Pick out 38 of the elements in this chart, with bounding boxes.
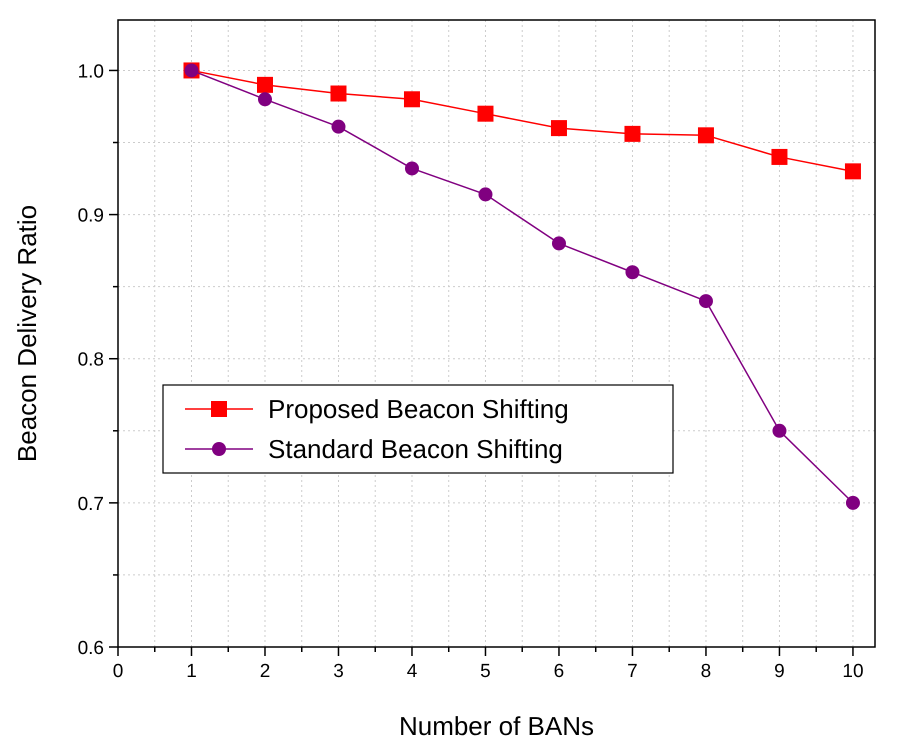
point [478,187,492,202]
point [698,127,714,144]
point [331,120,346,134]
point [844,163,861,180]
point [404,161,419,176]
point [404,91,420,108]
point [256,76,273,93]
point [550,120,567,136]
point [552,236,566,250]
point [771,148,788,165]
point [625,265,640,280]
point [698,294,713,308]
x-tick-label: 10 [842,661,864,682]
point [258,92,272,106]
point [330,86,346,102]
x-tick-label: 3 [333,661,344,682]
x-tick-label: 5 [480,661,491,682]
x-tick-label: 7 [627,661,638,682]
x-tick-label: 8 [700,661,712,682]
x-tick-label: 0 [112,661,124,682]
y-tick-label: 0.7 [78,494,104,515]
x-tick-label: 1 [186,661,197,682]
x-tick-label: 9 [774,661,785,682]
x-tick-label: 6 [554,661,564,682]
point [846,496,860,510]
y-tick-label: 0.9 [78,206,104,227]
point [772,424,786,438]
point [624,126,640,142]
x-tick-label: 4 [406,661,418,682]
x-axis-title: Number of BANs [398,711,594,741]
legend-label: Proposed Beacon Shifting [268,394,569,424]
y-tick-label: 1.0 [78,61,104,82]
legend-label: Standard Beacon Shifting [268,434,563,464]
x-tick-label: 2 [260,661,270,682]
y-axis-title: Beacon Delivery Ratio [12,204,42,462]
y-tick-label: 0.8 [78,350,104,371]
y-tick-label: 0.6 [78,638,104,659]
point [477,106,494,122]
